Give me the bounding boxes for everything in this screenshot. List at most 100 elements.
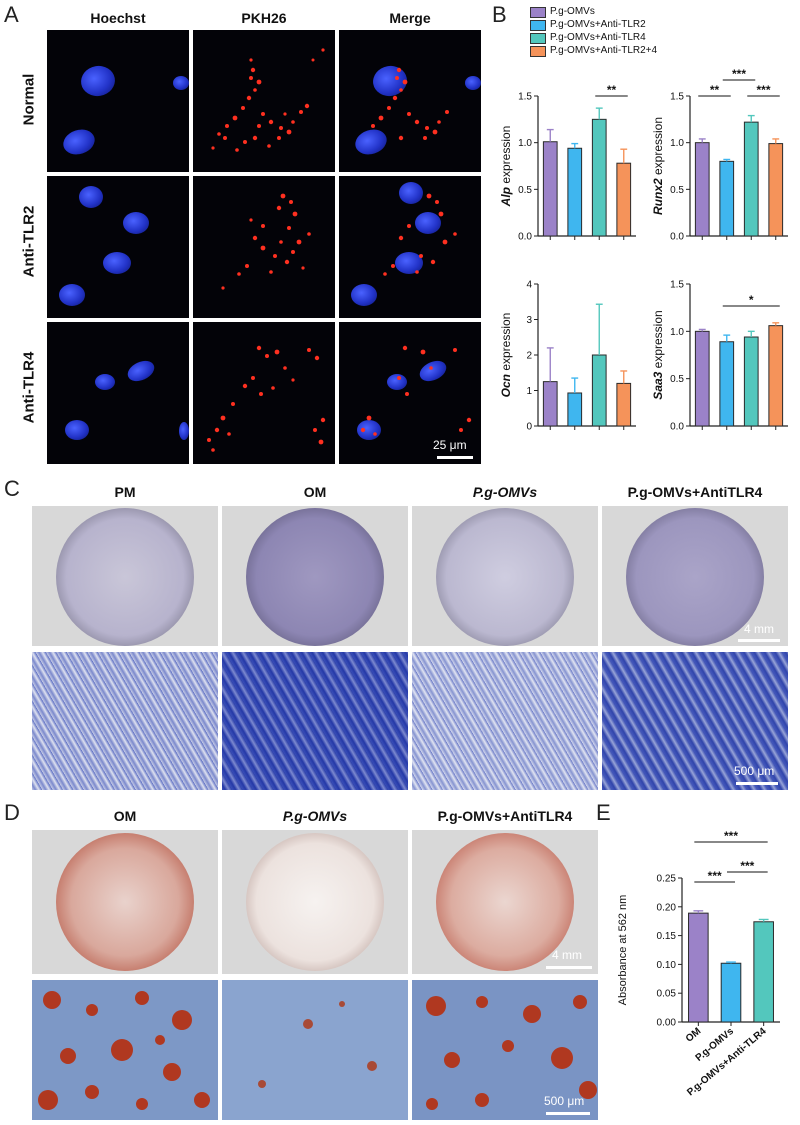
significance-label: ** <box>607 83 617 97</box>
bar <box>694 142 710 237</box>
bar <box>694 330 710 427</box>
bar <box>720 962 742 1023</box>
y-tick-label: 0.5 <box>518 185 532 196</box>
x-tick-label: OM <box>684 1026 703 1045</box>
legend-swatch <box>530 20 546 31</box>
column-header-pg-omvs-antitlr4: P.g-OMVs+AntiTLR4 <box>437 808 573 824</box>
significance-label: *** <box>724 829 738 843</box>
y-axis-label: Absorbance at 562 nm <box>617 895 629 1006</box>
panel-label-e: E <box>596 800 611 825</box>
bar <box>719 160 735 237</box>
scale-bar-label: 25 μm <box>433 438 467 452</box>
well-image-pg-omvs-antitlr4: 4 mm <box>602 506 788 646</box>
column-header-pm: PM <box>114 484 136 500</box>
legend-swatch <box>530 7 546 18</box>
panel-label-b: B <box>492 2 507 27</box>
row-header-anti-tlr2: Anti-TLR2 <box>20 205 38 278</box>
bar <box>743 121 759 237</box>
well-image-om <box>222 506 408 646</box>
bar <box>768 143 784 237</box>
panel-label-a: A <box>4 2 19 27</box>
micro-image-pg-omvs <box>222 980 408 1120</box>
y-tick-label: 0.0 <box>518 232 532 243</box>
micro-image-pg-omvs <box>412 652 598 790</box>
bar <box>616 382 632 427</box>
image-anti-tlr2-merge <box>339 176 481 318</box>
well-image-om <box>32 830 218 974</box>
scale-bar-label: 500 μm <box>734 764 775 778</box>
column-header-hoechst: Hoechst <box>90 10 146 26</box>
y-tick-label: 1.0 <box>670 138 684 149</box>
micro-image-om <box>222 652 408 790</box>
image-normal-hoechst <box>47 30 189 172</box>
legend-item: P.g-OMVs+Anti-TLR2+4 <box>530 45 657 57</box>
bar <box>567 147 583 237</box>
scale-bar <box>736 782 778 785</box>
legend-swatch <box>530 33 546 44</box>
row-header-normal: Normal <box>20 73 38 126</box>
image-anti-tlr2-pkh26 <box>193 176 335 318</box>
image-normal-merge <box>339 30 481 172</box>
y-tick-label: 2 <box>526 351 532 362</box>
significance-label: * <box>749 293 754 307</box>
column-header-pkh26: PKH26 <box>241 10 287 26</box>
micro-image-pg-omvs-antitlr4: 500 μm <box>602 652 788 790</box>
y-tick-label: 0 <box>526 422 532 433</box>
chart-ocn: 0 1 2 3 4 Ocn expression <box>496 262 648 462</box>
chart-absorbance: 0.00 0.05 0.10 0.15 0.20 0.25 Absorbance at 56… <box>604 820 800 1120</box>
column-header-om: OM <box>113 808 137 824</box>
scale-bar <box>546 1112 590 1115</box>
y-tick-label: 1.5 <box>670 280 684 291</box>
scale-bar <box>437 456 473 459</box>
y-tick-label: 0.20 <box>657 902 677 913</box>
y-tick-label: 0.0 <box>670 422 684 433</box>
y-axis-label: Runx2 expression <box>651 117 665 215</box>
scale-bar <box>738 639 780 642</box>
y-tick-label: 0.10 <box>657 960 677 971</box>
significance-label: *** <box>740 859 754 873</box>
scale-bar-label: 4 mm <box>744 622 774 636</box>
y-tick-label: 1.0 <box>670 327 684 338</box>
bar <box>753 921 774 1023</box>
bar <box>542 381 558 427</box>
column-header-pg-omvs: P.g-OMVs <box>472 484 538 500</box>
column-header-pg-omvs-antitlr4: P.g-OMVs+AntiTLR4 <box>627 484 763 500</box>
bar <box>591 118 607 237</box>
significance-label: *** <box>708 869 722 883</box>
y-tick-label: 4 <box>526 280 532 291</box>
y-tick-label: 0.15 <box>657 931 677 942</box>
panel-label-c: C <box>4 476 20 501</box>
significance-label: ** <box>710 83 720 97</box>
image-anti-tlr4-merge: 25 μm <box>339 322 481 464</box>
bar <box>743 336 759 427</box>
image-anti-tlr4-hoechst <box>47 322 189 464</box>
scale-bar <box>546 966 592 969</box>
micro-image-pm <box>32 652 218 790</box>
legend-item: P.g-OMVs+Anti-TLR4 <box>530 32 646 44</box>
y-tick-label: 1.5 <box>518 92 532 103</box>
row-header-anti-tlr4: Anti-TLR4 <box>20 351 38 424</box>
column-header-merge: Merge <box>389 10 431 26</box>
bar <box>591 354 607 427</box>
legend-label: P.g-OMVs+Anti-TLR2 <box>550 19 646 30</box>
panel-label-d: D <box>4 800 20 825</box>
well-image-pg-omvs-antitlr4: 4 mm <box>412 830 598 974</box>
legend-label: P.g-OMVs+Anti-TLR2+4 <box>550 45 658 56</box>
scale-bar-label: 4 mm <box>552 948 582 962</box>
bar <box>688 912 709 1023</box>
well-image-pg-omvs <box>222 830 408 974</box>
y-tick-label: 3 <box>526 315 532 326</box>
bar <box>616 162 632 237</box>
chart-alp: 0.0 0.5 1.0 1.5 Alp expression ** <box>496 64 648 254</box>
chart-saa3: 0.0 0.5 1.0 1.5 Saa3 expression * <box>648 262 800 462</box>
y-tick-label: 0.5 <box>670 374 684 385</box>
y-tick-label: 1 <box>526 386 532 397</box>
well-image-pg-omvs <box>412 506 598 646</box>
image-anti-tlr2-hoechst <box>47 176 189 318</box>
y-tick-label: 0.0 <box>670 232 684 243</box>
significance-label: *** <box>732 67 746 81</box>
y-tick-label: 0.5 <box>670 185 684 196</box>
image-anti-tlr4-pkh26 <box>193 322 335 464</box>
y-axis-label: Ocn expression <box>499 313 513 398</box>
